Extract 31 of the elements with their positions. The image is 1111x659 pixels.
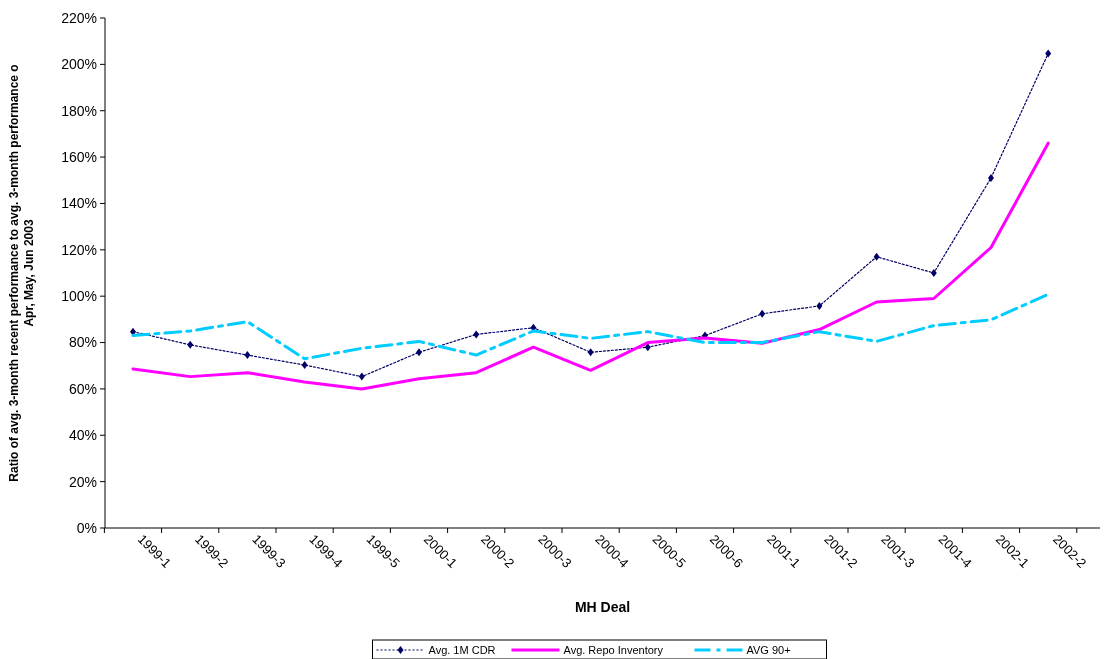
- x-axis-title: MH Deal: [574, 599, 631, 615]
- legend-label: AVG 90+: [746, 643, 791, 656]
- point: [816, 301, 823, 310]
- y-tick-label: 0%: [76, 519, 97, 536]
- y-axis-title: Ratio of avg. 3-month recent performance to avg. 3-month performance o Apr, May, Jun 2003: [7, 64, 36, 482]
- y-tick-label: 40%: [68, 427, 97, 444]
- y-tick-label: 200%: [61, 56, 97, 73]
- y-tick-label: 100%: [61, 288, 97, 305]
- point: [187, 340, 194, 349]
- point: [473, 330, 480, 339]
- y-tick-label: 120%: [61, 241, 97, 258]
- y-tick-label: 140%: [61, 195, 97, 212]
- point: [873, 252, 880, 261]
- y-tick-label: 60%: [68, 380, 97, 397]
- legend-label: Avg. Repo Inventory: [563, 643, 664, 656]
- point: [930, 269, 937, 277]
- point: [759, 309, 766, 318]
- point: [1045, 49, 1052, 58]
- y-tick-label: 160%: [61, 148, 97, 165]
- point: [644, 343, 651, 352]
- legend-label: Avg. 1M CDR: [428, 643, 496, 656]
- point: [244, 351, 251, 360]
- y-tick-label: 80%: [68, 334, 97, 351]
- y-tick-label: 220%: [61, 9, 97, 26]
- line-series: [131, 292, 1050, 361]
- y-tick-label: 20%: [68, 473, 97, 490]
- line-series: [131, 141, 1050, 391]
- y-tick-label: 180%: [61, 102, 97, 119]
- point: [587, 348, 594, 357]
- point: [301, 361, 308, 370]
- point: [358, 372, 365, 381]
